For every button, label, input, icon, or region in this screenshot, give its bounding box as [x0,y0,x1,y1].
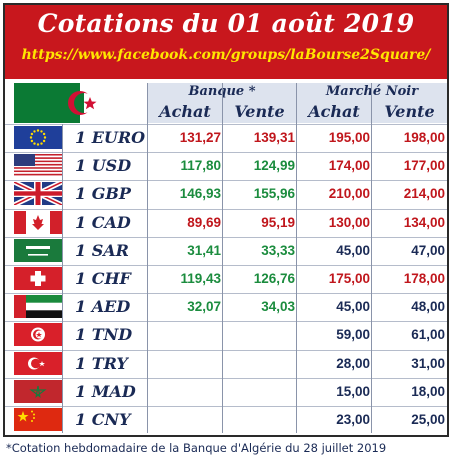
bank-sell-value: 33,33 [261,242,295,258]
bank-sell-value: 95,19 [261,214,295,230]
table-row: 1 TND 59,00 61,00 [5,321,447,348]
bank-sell-value: 155,96 [253,186,295,202]
tr-flag-icon [14,351,62,375]
black-sell-value: 25,00 [411,412,445,427]
black-buy-value: 195,00 [328,130,370,145]
bank-sell-value: 124,99 [253,158,295,174]
table-row: 1 MAD 15,00 18,00 [5,377,447,405]
currency-label: 1 SAR [75,240,129,260]
bank-sell-header: Vente [223,101,296,123]
table-row: 1 AED 32,07 34,03 45,00 48,00 [5,293,447,320]
black-buy-value: 59,00 [336,327,370,343]
black-buy-value: 23,00 [336,412,370,427]
bank-buy-value: 117,80 [180,158,221,174]
black-buy-value: 45,00 [336,242,370,258]
black-sell-value: 31,00 [411,355,445,371]
black-sell-value: 177,00 [403,158,445,174]
table-row: 1 CNY 23,00 25,00 [5,406,447,433]
bank-buy-value: 119,43 [180,271,221,286]
title-banner: Cotations du 01 août 2019 https://www.fa… [5,5,447,79]
cn-flag-icon [14,408,62,431]
currency-label: 1 CAD [75,212,131,232]
currency-label: 1 TND [75,325,133,345]
ca-flag-icon [14,210,62,234]
currency-label: 1 USD [75,156,132,176]
ma-flag-icon [14,379,62,403]
black-buy-value: 130,00 [328,214,370,230]
uk-flag-icon [12,180,64,208]
bank-sell-value: 126,76 [253,271,295,286]
black-buy-value: 28,00 [336,355,370,371]
table-row: 1 USD 117,80 124,99 174,00 177,00 [5,152,447,179]
bank-buy-header: Achat [148,101,222,123]
black-buy-value: 15,00 [336,383,370,399]
black-sell-value: 18,00 [411,383,445,399]
black-sell-value: 214,00 [403,186,445,202]
facebook-group-link[interactable]: https://www.facebook.com/groups/laBourse… [21,47,431,63]
table-row: 1 GBP 146,93 155,96 210,00 214,00 [5,180,447,208]
bank-buy-value: 146,93 [179,186,221,202]
currency-label: 1 AED [75,297,131,317]
currency-label: 1 EURO [75,128,146,147]
sa-flag-icon [14,238,62,262]
black-sell-value: 178,00 [403,271,445,286]
currency-label: 1 TRY [75,353,128,373]
bank-buy-value: 89,69 [187,214,221,230]
bank-buy-value: 31,41 [187,242,221,258]
black-sell-value: 198,00 [403,130,445,145]
table-row: 1 SAR 31,41 33,33 45,00 47,00 [5,236,447,264]
bank-sell-value: 139,31 [253,130,295,145]
ch-flag-icon [14,267,62,290]
black-sell-value: 61,00 [411,327,445,343]
black-buy-value: 174,00 [328,158,370,174]
black-sell-header: Vente [372,101,447,123]
black-buy-value: 45,00 [336,299,370,315]
currency-label: 1 CHF [75,269,131,288]
black-buy-value: 210,00 [328,186,370,202]
bank-sell-value: 34,03 [261,299,295,315]
eu-flag-icon [14,126,62,149]
algeria-flag-icon [14,83,146,123]
currency-label: 1 CNY [75,410,131,429]
black-sell-value: 48,00 [411,299,445,315]
black-market-group-header: Marché Noir [297,83,447,102]
black-sell-value: 134,00 [403,214,445,230]
currency-label: 1 GBP [75,184,131,204]
black-buy-header: Achat [297,101,371,123]
ae-flag-icon [14,295,62,319]
page-title: Cotations du 01 août 2019 [37,9,415,38]
currency-label: 1 MAD [75,381,136,401]
table-row: 1 CHF 119,43 126,76 175,00 178,00 [5,265,447,292]
us-flag-icon [14,154,62,178]
bank-buy-value: 131,27 [179,130,221,145]
black-sell-value: 47,00 [411,242,445,258]
table-row: 1 TRY 28,00 31,00 [5,349,447,377]
tn-flag-icon [14,323,62,347]
table-row: 1 EURO 131,27 139,31 195,00 198,00 [5,124,447,151]
bank-buy-value: 32,07 [187,299,221,315]
footnote: *Cotation hebdomadaire de la Banque d'Al… [6,441,387,455]
table-row: 1 CAD 89,69 95,19 130,00 134,00 [5,208,447,236]
black-buy-value: 175,00 [328,271,370,286]
